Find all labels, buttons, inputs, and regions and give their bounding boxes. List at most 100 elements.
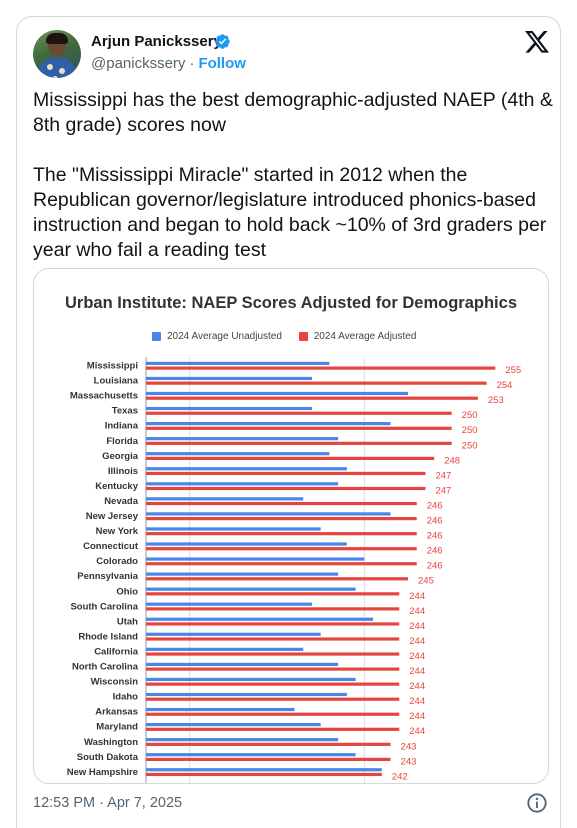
- category-label: Connecticut: [83, 541, 139, 552]
- bar-unadjusted: [146, 467, 347, 471]
- bar-adjusted: [146, 727, 400, 731]
- data-label-adjusted: 255: [505, 365, 521, 376]
- bar-unadjusted: [146, 406, 312, 411]
- bar-chart: Mississippi 255 Louisiana 254 Massachusetts 2…: [67, 357, 521, 783]
- category-label: Indiana: [105, 421, 139, 432]
- bar-unadjusted: [146, 602, 312, 606]
- bar-unadjusted: [146, 632, 321, 636]
- category-label: Arkansas: [95, 707, 138, 718]
- bar-unadjusted: [146, 617, 374, 621]
- data-label-adjusted: 247: [435, 470, 451, 481]
- bar-unadjusted: [146, 391, 408, 396]
- bar-adjusted: [146, 562, 417, 566]
- data-label-adjusted: 243: [401, 741, 417, 752]
- bar-adjusted: [146, 501, 417, 506]
- data-label-adjusted: 248: [444, 455, 460, 466]
- bar-adjusted: [146, 426, 452, 430]
- category-label: Louisiana: [94, 376, 139, 387]
- bar-unadjusted: [146, 512, 391, 516]
- bar-unadjusted: [146, 452, 330, 456]
- category-label: Florida: [106, 436, 138, 447]
- bar-unadjusted: [146, 662, 339, 666]
- data-label-adjusted: 250: [462, 425, 478, 436]
- category-label: New Jersey: [86, 511, 139, 522]
- category-label: New York: [96, 526, 139, 537]
- bar-unadjusted: [146, 647, 304, 651]
- bar-adjusted: [146, 547, 417, 551]
- bar-adjusted: [146, 712, 400, 716]
- separator: ·: [189, 55, 195, 72]
- bar-unadjusted: [146, 768, 382, 772]
- bar-adjusted: [146, 637, 400, 641]
- bar-adjusted: [146, 456, 435, 460]
- timestamp[interactable]: 12:53 PM · Apr 7, 2025: [33, 795, 183, 811]
- x-logo-icon[interactable]: [525, 31, 549, 53]
- bar-adjusted: [146, 592, 400, 596]
- data-label-adjusted: 246: [427, 561, 443, 572]
- info-icon[interactable]: [526, 792, 548, 814]
- bar-unadjusted: [146, 587, 356, 591]
- category-label: Mississippi: [87, 361, 138, 372]
- category-label: California: [94, 646, 139, 657]
- data-label-adjusted: 244: [409, 591, 425, 602]
- data-label-adjusted: 247: [435, 485, 451, 496]
- category-label: Colorado: [96, 556, 138, 567]
- bar-unadjusted: [146, 753, 356, 757]
- tweet-media-chart[interactable]: Urban Institute: NAEP Scores Adjusted fo…: [33, 268, 549, 784]
- bar-unadjusted: [146, 677, 356, 682]
- bar-adjusted: [146, 772, 382, 777]
- follow-button[interactable]: Follow: [198, 55, 246, 72]
- data-label-adjusted: 246: [427, 500, 443, 511]
- bar-adjusted: [146, 742, 391, 746]
- category-label: Massachusetts: [70, 391, 138, 402]
- category-label: Utah: [117, 616, 138, 627]
- bar-unadjusted: [146, 692, 347, 697]
- category-label: Pennsylvania: [77, 571, 138, 582]
- data-label-adjusted: 244: [409, 606, 425, 617]
- data-label-adjusted: 246: [427, 546, 443, 557]
- bar-adjusted: [146, 381, 487, 385]
- bar-adjusted: [146, 607, 400, 611]
- data-label-adjusted: 243: [401, 756, 417, 767]
- data-label-adjusted: 244: [409, 651, 425, 662]
- category-label: Rhode Island: [78, 631, 138, 642]
- bar-adjusted: [146, 366, 496, 370]
- data-label-adjusted: 244: [409, 696, 425, 707]
- category-label: North Carolina: [72, 662, 139, 673]
- data-label-adjusted: 250: [462, 440, 478, 451]
- category-label: Texas: [112, 406, 138, 417]
- bar-adjusted: [146, 532, 417, 536]
- data-label-adjusted: 244: [409, 621, 425, 632]
- data-label-adjusted: 244: [409, 636, 425, 647]
- bar-unadjusted: [146, 376, 312, 381]
- data-label-adjusted: 250: [462, 410, 478, 421]
- category-label: Ohio: [116, 586, 138, 597]
- verified-badge-icon: [215, 34, 230, 49]
- data-label-adjusted: 244: [409, 726, 425, 737]
- data-label-adjusted: 242: [392, 771, 408, 782]
- bar-adjusted: [146, 652, 400, 656]
- bar-adjusted: [146, 471, 426, 476]
- legend-label-adjusted: 2024 Average Adjusted: [313, 331, 417, 342]
- bar-unadjusted: [146, 557, 365, 561]
- tweet-text: Mississippi has the best demographic-adj…: [33, 89, 553, 261]
- category-label: Kentucky: [95, 481, 138, 492]
- bar-unadjusted: [146, 723, 321, 727]
- bar-adjusted: [146, 757, 391, 761]
- bar-unadjusted: [146, 361, 330, 365]
- author-handle[interactable]: @panickssery: [91, 55, 186, 72]
- bar-adjusted: [146, 396, 478, 400]
- bar-adjusted: [146, 622, 400, 626]
- bar-unadjusted: [146, 497, 304, 501]
- avatar[interactable]: [33, 30, 81, 78]
- category-label: Idaho: [113, 692, 139, 703]
- legend-item-unadjusted: 2024 Average Unadjusted: [152, 331, 282, 342]
- data-label-adjusted: 253: [488, 395, 504, 406]
- author-name[interactable]: Arjun Panickssery: [91, 33, 222, 50]
- bar-unadjusted: [146, 572, 339, 576]
- legend-item-adjusted: 2024 Average Adjusted: [298, 331, 417, 342]
- chart-title: Urban Institute: NAEP Scores Adjusted fo…: [65, 294, 517, 312]
- chart-legend: 2024 Average Unadjusted 2024 Average Adj…: [152, 331, 430, 344]
- legend-swatch-adjusted: [298, 332, 308, 341]
- bar-adjusted: [146, 667, 400, 671]
